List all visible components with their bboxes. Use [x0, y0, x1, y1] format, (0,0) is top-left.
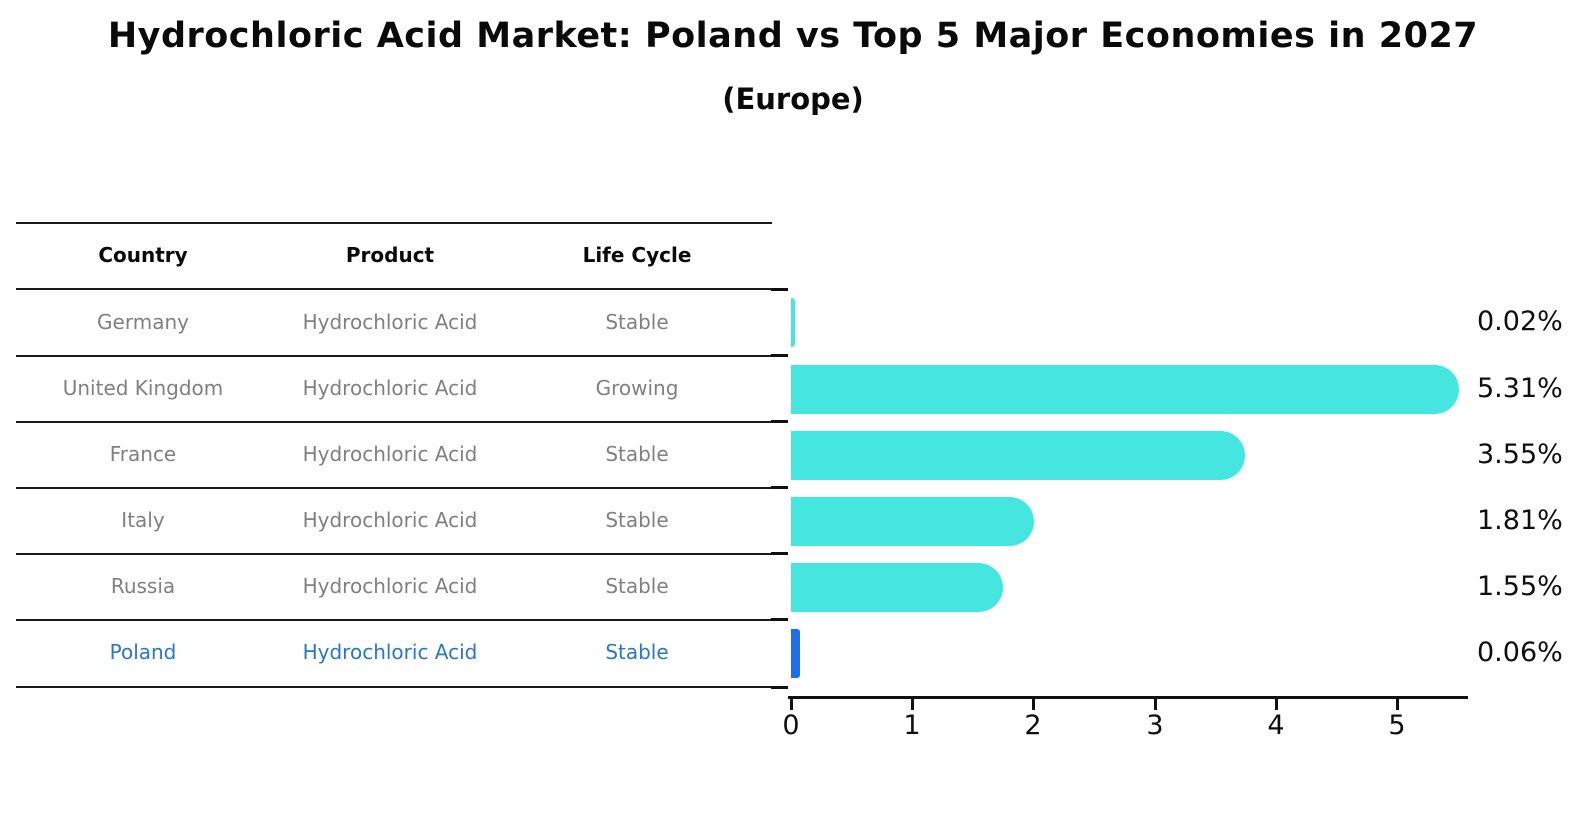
x-tick-label: 2	[1024, 710, 1042, 741]
page-subtitle: (Europe)	[722, 82, 864, 116]
x-tick-label: 4	[1267, 710, 1285, 741]
x-tick-label: 0	[782, 710, 800, 741]
table-divider	[16, 619, 772, 621]
x-tick-label: 5	[1388, 710, 1406, 741]
bar-italy	[791, 497, 1035, 546]
y-tick	[771, 486, 788, 489]
table-divider	[16, 553, 772, 555]
table-row-italy: Italy Hydrochloric Acid Stable	[16, 487, 772, 553]
table-row-france: France Hydrochloric Acid Stable	[16, 421, 772, 487]
bar-united-kingdom	[791, 365, 1459, 414]
country-cell: France	[109, 442, 177, 466]
table-row-poland: Poland Hydrochloric Acid Stable	[16, 619, 772, 685]
lifecycle-cell: Stable	[605, 508, 669, 532]
y-tick	[771, 552, 788, 555]
y-tick	[771, 686, 788, 689]
table-row-united-kingdom: United Kingdom Hydrochloric Acid Growing	[16, 355, 772, 421]
header-cell-product: Product	[345, 243, 435, 267]
table-header-row: Country Product Life Cycle	[16, 222, 772, 288]
table-divider	[16, 487, 772, 489]
page-title: Hydrochloric Acid Market: Poland vs Top …	[107, 16, 1479, 56]
lifecycle-cell: Stable	[605, 574, 669, 598]
table-divider	[16, 222, 772, 224]
table-divider	[16, 686, 772, 688]
table-row-germany: Germany Hydrochloric Acid Stable	[16, 289, 772, 355]
x-tick	[790, 696, 793, 710]
y-tick	[771, 354, 788, 357]
bar-germany	[791, 298, 796, 347]
lifecycle-cell: Stable	[605, 442, 669, 466]
bar-france	[791, 431, 1246, 480]
x-axis-line	[788, 696, 1468, 699]
product-cell: Hydrochloric Acid	[302, 640, 478, 664]
value-label: 5.31%	[1477, 373, 1563, 404]
value-label: 3.55%	[1477, 439, 1563, 470]
lifecycle-cell: Stable	[605, 640, 669, 664]
country-cell: Russia	[110, 574, 176, 598]
header-cell-country: Country	[98, 243, 188, 267]
value-label: 0.06%	[1477, 637, 1563, 668]
product-cell: Hydrochloric Acid	[302, 442, 478, 466]
y-tick	[771, 288, 788, 291]
y-tick	[771, 420, 788, 423]
product-cell: Hydrochloric Acid	[302, 376, 478, 400]
x-tick	[1154, 696, 1157, 710]
country-cell: Italy	[121, 508, 165, 532]
country-cell: Poland	[109, 640, 177, 664]
header-cell-life-cycle: Life Cycle	[582, 243, 692, 267]
table-divider	[16, 355, 772, 357]
country-cell: United Kingdom	[62, 376, 224, 400]
product-cell: Hydrochloric Acid	[302, 310, 478, 334]
x-tick	[1275, 696, 1278, 710]
x-tick-label: 1	[903, 710, 921, 741]
x-tick-label: 3	[1146, 710, 1164, 741]
bar-poland	[791, 629, 801, 678]
value-label: 1.81%	[1477, 505, 1563, 536]
lifecycle-cell: Stable	[605, 310, 669, 334]
y-tick	[771, 618, 788, 621]
table-row-russia: Russia Hydrochloric Acid Stable	[16, 553, 772, 619]
table-divider	[16, 288, 772, 290]
table-divider	[16, 421, 772, 423]
x-tick	[1032, 696, 1035, 710]
lifecycle-cell: Growing	[595, 376, 679, 400]
value-label: 1.55%	[1477, 571, 1563, 602]
product-cell: Hydrochloric Acid	[302, 574, 478, 598]
value-label: 0.02%	[1477, 306, 1563, 337]
bar-russia	[791, 563, 1003, 612]
product-cell: Hydrochloric Acid	[302, 508, 478, 532]
x-tick	[911, 696, 914, 710]
x-tick	[1396, 696, 1399, 710]
country-cell: Germany	[97, 310, 189, 334]
